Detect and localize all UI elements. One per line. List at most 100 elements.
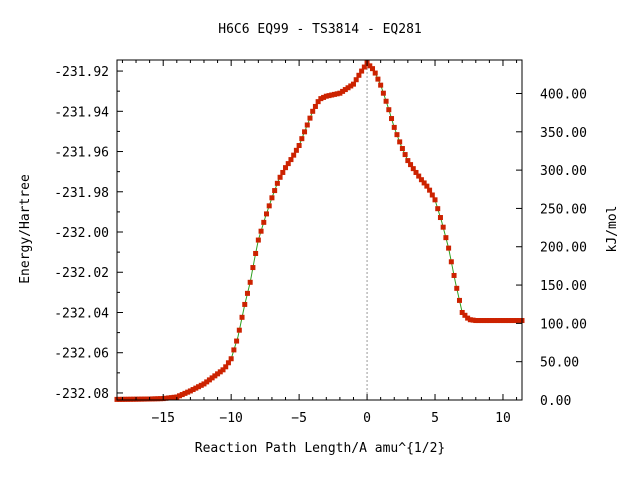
data-point bbox=[462, 312, 468, 318]
data-point bbox=[182, 390, 188, 396]
chart-title: H6C6 EQ99 - TS3814 - EQ281 bbox=[218, 22, 422, 37]
y-tick-label: -231.92 bbox=[54, 65, 109, 80]
data-point bbox=[429, 192, 435, 198]
data-point bbox=[157, 396, 163, 402]
y-tick-label: -232.06 bbox=[54, 347, 109, 362]
y-axis-right: 0.00 50.00 100.00 150.00 200.00 250.00 300.00 3… bbox=[516, 87, 587, 409]
data-point bbox=[269, 195, 275, 201]
y-tick-label: -231.94 bbox=[54, 105, 109, 120]
data-point bbox=[302, 129, 308, 135]
data-point bbox=[223, 364, 229, 370]
data-point bbox=[356, 72, 362, 78]
data-point bbox=[486, 318, 492, 324]
data-point bbox=[424, 183, 430, 189]
data-point bbox=[212, 373, 218, 379]
data-point bbox=[459, 309, 465, 315]
data-point bbox=[261, 219, 267, 225]
data-point bbox=[283, 165, 289, 171]
data-point bbox=[236, 327, 242, 333]
data-point bbox=[467, 317, 473, 323]
data-point bbox=[345, 85, 351, 91]
data-point bbox=[326, 93, 332, 99]
data-point bbox=[242, 301, 248, 307]
data-point bbox=[405, 158, 411, 164]
data-point bbox=[508, 318, 514, 324]
data-point bbox=[266, 203, 272, 209]
y2-tick-label: 100.00 bbox=[540, 317, 587, 332]
y-tick-label: -231.96 bbox=[54, 146, 109, 161]
data-point bbox=[179, 392, 185, 398]
y2-tick-label: 200.00 bbox=[540, 241, 587, 256]
data-point bbox=[187, 388, 193, 394]
data-point bbox=[399, 146, 405, 152]
data-point bbox=[329, 92, 335, 98]
plot-frame bbox=[116, 59, 523, 401]
data-point bbox=[350, 81, 356, 87]
data-point bbox=[443, 235, 449, 241]
data-point bbox=[359, 68, 365, 74]
data-point bbox=[196, 384, 202, 390]
data-point bbox=[378, 82, 384, 88]
data-point bbox=[389, 116, 395, 122]
y-tick-label: -232.00 bbox=[54, 226, 109, 241]
data-point bbox=[451, 272, 457, 278]
data-point bbox=[348, 83, 354, 89]
data-point bbox=[204, 379, 210, 385]
data-point bbox=[340, 88, 346, 94]
data-point bbox=[408, 162, 414, 168]
data-point bbox=[299, 136, 305, 142]
data-point bbox=[514, 318, 520, 324]
data-point bbox=[481, 318, 487, 324]
data-point bbox=[130, 396, 136, 402]
y-tick-label: -232.08 bbox=[54, 387, 109, 402]
data-point bbox=[367, 63, 373, 69]
data-point bbox=[272, 188, 278, 194]
data-point bbox=[136, 396, 142, 402]
data-point bbox=[185, 389, 191, 395]
data-point bbox=[247, 279, 253, 285]
x-tick-label: −5 bbox=[291, 411, 307, 426]
data-point bbox=[413, 169, 419, 175]
x-tick-label: −15 bbox=[151, 411, 174, 426]
data-point bbox=[231, 347, 237, 353]
data-point bbox=[263, 211, 269, 217]
data-point bbox=[239, 314, 245, 320]
data-point bbox=[337, 90, 343, 96]
data-point bbox=[220, 367, 226, 373]
data-point bbox=[166, 395, 172, 401]
data-point bbox=[375, 76, 381, 82]
data-point bbox=[128, 396, 134, 402]
x-tick-label: −10 bbox=[219, 411, 242, 426]
data-point bbox=[138, 396, 144, 402]
data-point bbox=[228, 356, 234, 362]
data-point bbox=[484, 318, 490, 324]
data-point bbox=[152, 396, 158, 402]
data-point bbox=[478, 318, 484, 324]
y2-tick-label: 300.00 bbox=[540, 164, 587, 179]
data-point bbox=[209, 375, 215, 381]
data-point bbox=[122, 396, 128, 402]
data-point bbox=[318, 96, 324, 102]
data-point bbox=[291, 152, 297, 158]
data-point bbox=[296, 143, 302, 149]
data-point bbox=[456, 297, 462, 303]
data-point bbox=[312, 103, 318, 109]
data-point bbox=[288, 157, 294, 163]
data-point bbox=[234, 338, 240, 344]
y-tick-label: -231.98 bbox=[54, 186, 109, 201]
data-point bbox=[397, 139, 403, 145]
data-point bbox=[511, 318, 517, 324]
data-point bbox=[323, 93, 329, 99]
data-point bbox=[277, 174, 283, 180]
data-point bbox=[492, 318, 498, 324]
data-point bbox=[307, 115, 313, 121]
data-point bbox=[141, 396, 147, 402]
data-point bbox=[448, 259, 454, 265]
data-point bbox=[217, 369, 223, 375]
data-point bbox=[285, 161, 291, 167]
data-point bbox=[198, 382, 204, 388]
data-point bbox=[244, 290, 250, 296]
data-point bbox=[435, 206, 441, 212]
data-point bbox=[380, 90, 386, 96]
